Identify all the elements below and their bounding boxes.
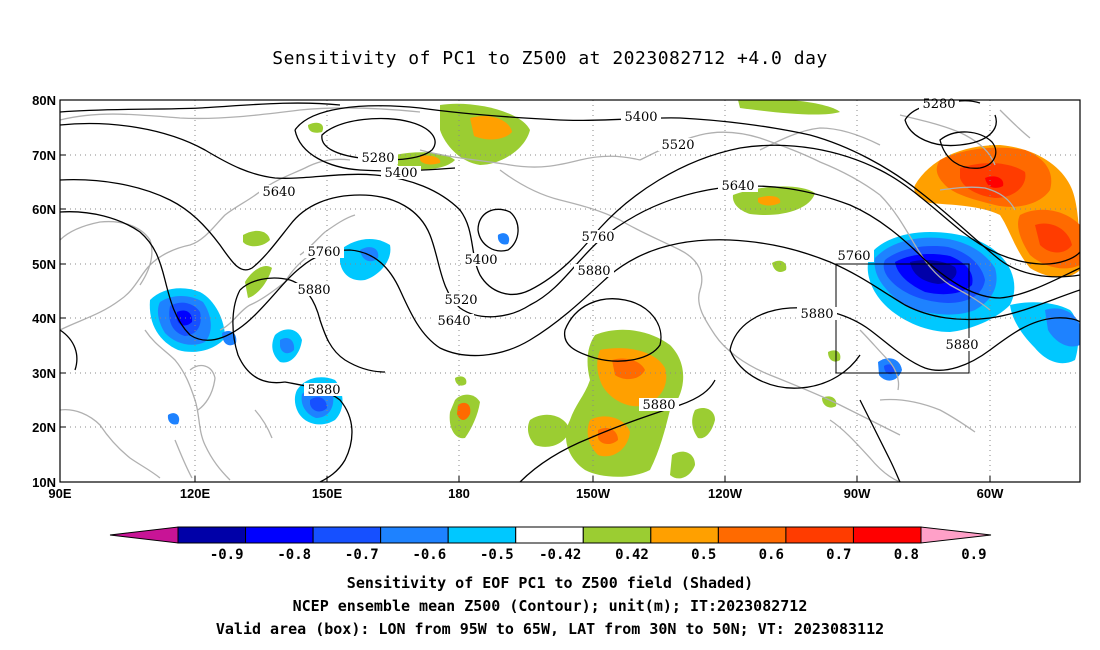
lon-label: 180 [448, 486, 470, 501]
contour-label: 5520 [661, 138, 694, 153]
caption-contour: NCEP ensemble mean Z500 (Contour); unit(… [292, 597, 808, 615]
contour-label: 5640 [437, 314, 470, 329]
latitude-labels: 80N 70N 60N 50N 40N 30N 20N 10N [32, 93, 56, 490]
colorbar-swatch [582, 526, 652, 544]
contour-label: 5760 [837, 249, 870, 264]
contour-label: 5880 [800, 307, 833, 322]
caption-valid-area: Valid area (box): LON from 95W to 65W, L… [215, 620, 885, 638]
lon-label: 120E [180, 486, 211, 501]
contour-label: 5400 [464, 253, 497, 268]
lon-label: 60W [977, 486, 1004, 501]
contour-label: 5280 [361, 151, 394, 166]
colorbar-swatch [245, 526, 314, 544]
lat-label: 10N [32, 475, 56, 490]
lat-label: 40N [32, 311, 56, 326]
contour-label: 5880 [642, 398, 675, 413]
colorbar-label: -0.5 [480, 547, 514, 563]
colorbar-swatch [312, 526, 382, 544]
caption-shading: Sensitivity of EOF PC1 to Z500 field (Sh… [346, 574, 754, 592]
colorbar-swatch [380, 526, 449, 544]
sensitivity-shading [149, 100, 1080, 479]
coastlines [60, 107, 1031, 482]
axis-ticks [60, 99, 991, 483]
colorbar-label: -0.6 [412, 547, 446, 563]
colorbar-label: 0.6 [759, 547, 784, 563]
lat-label: 30N [32, 366, 56, 381]
lat-label: 50N [32, 257, 56, 272]
colorbar-label: 0.5 [691, 547, 716, 563]
colorbar-label: 0.8 [894, 547, 919, 563]
contour-label: 5400 [624, 110, 657, 125]
colorbar: -0.9 -0.8 -0.7 -0.6 -0.5 -0.42 0.42 0.5 0.6 0.7 0.… [109, 526, 992, 563]
colorbar-label: 0.7 [826, 547, 851, 563]
colorbar-swatch [447, 526, 517, 544]
contour-label: 5640 [721, 179, 754, 194]
plot-frame [59, 99, 1081, 483]
colorbar-low-triangle [109, 526, 179, 544]
lon-label: 90E [48, 486, 71, 501]
colorbar-label: 0.42 [615, 547, 649, 563]
colorbar-swatch [785, 526, 854, 544]
lon-label: 150W [576, 486, 611, 501]
contour-label: 5880 [577, 264, 610, 279]
lon-label: 90W [844, 486, 871, 501]
colorbar-swatch [650, 526, 719, 544]
contour-label: 5760 [307, 245, 340, 260]
z500-contours [60, 100, 1080, 482]
longitude-labels: 90E 120E 150E 180 150W 120W 90W 60W [48, 486, 1004, 501]
colorbar-label: -0.8 [277, 547, 311, 563]
contour-label: 5640 [262, 185, 295, 200]
colorbar-label: -0.7 [345, 547, 379, 563]
lat-label: 80N [32, 93, 56, 108]
colorbar-label: -0.9 [210, 547, 244, 563]
contour-labels: 5280 5400 5400 5400 5520 5640 5760 5880 … [259, 97, 982, 413]
lat-label: 60N [32, 202, 56, 217]
colorbar-high-triangle [920, 526, 992, 544]
contour-label: 5280 [922, 97, 955, 112]
contour-label: 5400 [384, 166, 417, 181]
contour-label: 5880 [945, 338, 978, 353]
lat-label: 20N [32, 420, 56, 435]
colorbar-label: 0.9 [961, 547, 986, 563]
colorbar-swatch [515, 526, 584, 544]
contour-label: 5880 [307, 383, 340, 398]
colorbar-label: -0.42 [539, 547, 581, 563]
contour-label: 5880 [297, 283, 330, 298]
lon-label: 150E [312, 486, 343, 501]
map-title: Sensitivity of PC1 to Z500 at 2023082712… [272, 48, 828, 69]
lat-label: 70N [32, 148, 56, 163]
colorbar-swatch [852, 526, 922, 544]
lon-label: 120W [708, 486, 743, 501]
contour-label: 5520 [444, 293, 477, 308]
colorbar-swatch [177, 526, 247, 544]
contour-label: 5760 [581, 230, 614, 245]
colorbar-swatch [717, 526, 787, 544]
